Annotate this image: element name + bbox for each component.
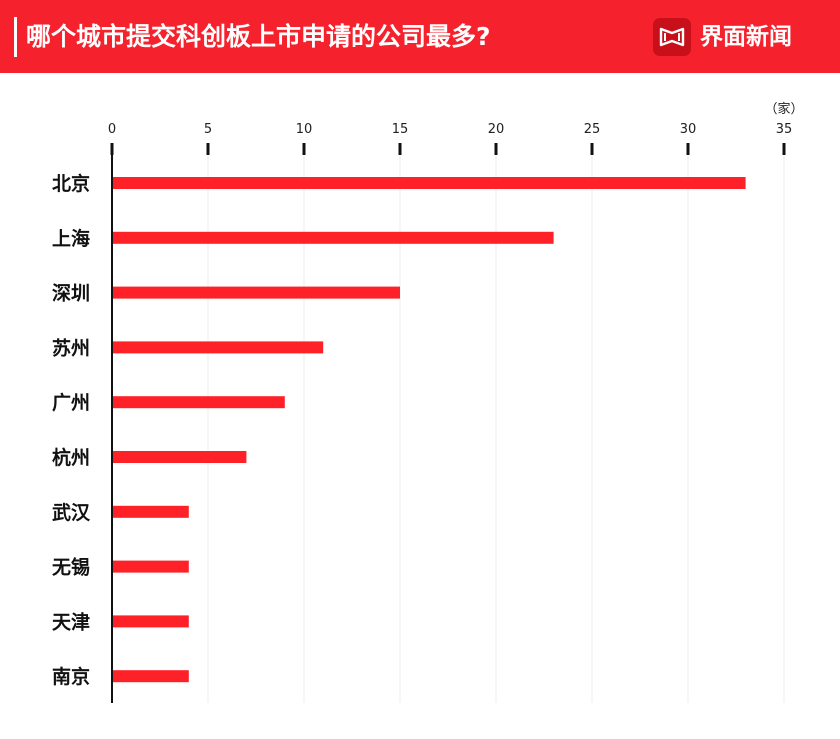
bar xyxy=(112,341,324,354)
category-label: 南京 xyxy=(52,665,90,688)
bar xyxy=(112,177,746,189)
category-label: 杭州 xyxy=(52,446,90,469)
category-label: 天津 xyxy=(52,610,90,633)
unit-label: （家） xyxy=(764,101,803,117)
x-tick-label: 10 xyxy=(296,122,313,137)
header-accent-bar xyxy=(14,17,17,57)
bar-chart: 0 5 10 15 20 25 30 35 （家） 北京上海深圳苏州广州杭州武汉无锡天津南京 xyxy=(0,73,840,735)
brand-name: 界面新闻 xyxy=(700,24,792,50)
category-label: 苏州 xyxy=(52,336,90,359)
header: 哪个城市提交科创板上市申请的公司最多? 界面新闻 xyxy=(0,0,840,73)
jiemian-logo-icon xyxy=(653,18,691,56)
bar xyxy=(112,396,285,409)
category-label: 广州 xyxy=(52,391,90,414)
bar xyxy=(112,286,400,299)
bar xyxy=(112,670,189,683)
bar xyxy=(112,560,189,573)
x-tick-label: 35 xyxy=(776,122,793,137)
category-label: 武汉 xyxy=(52,502,91,524)
bar xyxy=(112,615,189,628)
chart-title: 哪个城市提交科创板上市申请的公司最多? xyxy=(26,22,491,51)
x-tick-label: 25 xyxy=(584,122,601,137)
x-tick-label: 0 xyxy=(108,122,116,137)
bar xyxy=(112,231,554,244)
x-tick-label: 5 xyxy=(204,122,212,137)
grid-lines xyxy=(207,155,785,703)
bars xyxy=(112,177,746,683)
category-label: 深圳 xyxy=(52,282,90,305)
x-tick-label: 15 xyxy=(392,122,409,137)
x-tick-label: 30 xyxy=(680,122,697,137)
x-tick-label: 20 xyxy=(488,122,505,137)
x-axis: 0 5 10 15 20 25 30 35 xyxy=(108,122,792,155)
category-label: 无锡 xyxy=(52,556,90,579)
bar xyxy=(112,451,247,463)
category-label: 北京 xyxy=(52,172,90,195)
category-label: 上海 xyxy=(52,227,90,250)
bar xyxy=(112,505,189,518)
